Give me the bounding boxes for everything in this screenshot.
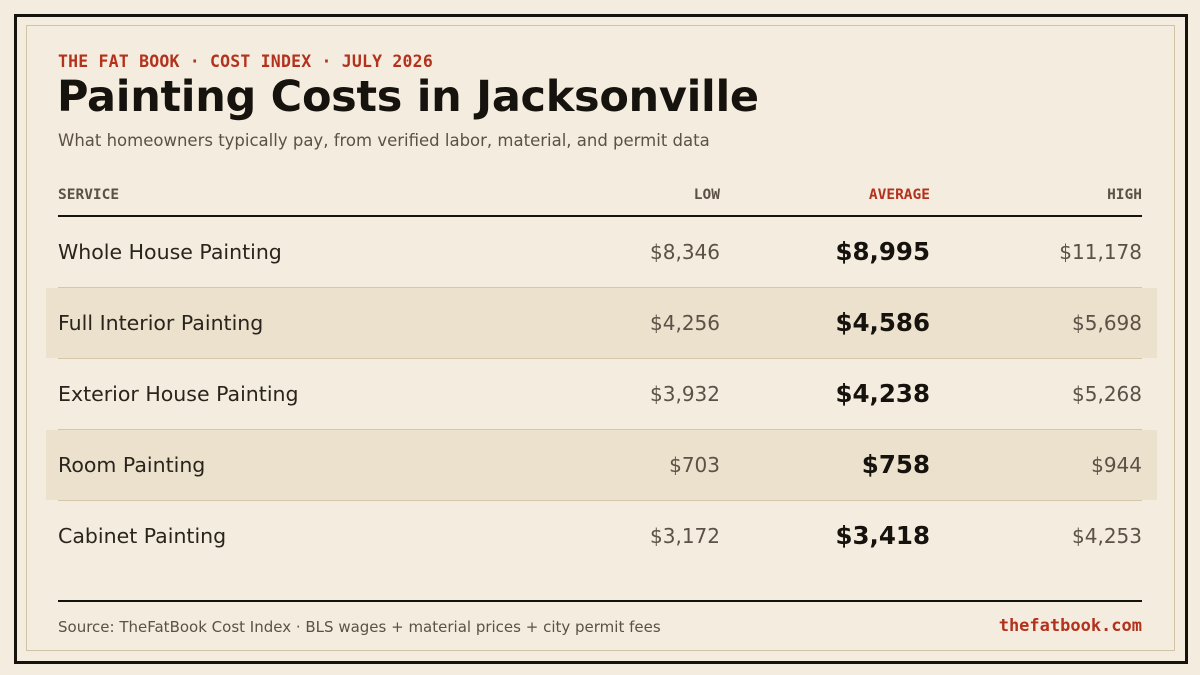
column-header-average: AVERAGE	[868, 187, 930, 203]
table-header: SERVICE LOW AVERAGE HIGH	[58, 184, 1142, 217]
average-price: $8,995	[835, 237, 930, 266]
page-title: Painting Costs in Jacksonville	[57, 72, 759, 122]
column-header-high: HIGH	[1107, 187, 1142, 203]
high-price: $5,698	[1072, 311, 1142, 335]
service-name: Full Interior Painting	[58, 311, 264, 335]
high-price: $944	[1091, 453, 1142, 477]
outer-frame	[14, 14, 1188, 664]
inner-frame	[26, 25, 1175, 651]
column-header-service: SERVICE	[58, 187, 120, 203]
column-header-low: LOW	[693, 187, 720, 203]
table-row: Room Painting $703 $758 $944	[46, 430, 1157, 501]
low-price: $3,932	[650, 382, 720, 406]
eyebrow-label: THE FAT BOOK · COST INDEX · JULY 2026	[58, 52, 433, 71]
service-name: Whole House Painting	[58, 240, 282, 264]
source-note: Source: TheFatBook Cost Index · BLS wage…	[58, 618, 661, 636]
high-price: $11,178	[1059, 240, 1142, 264]
table-row: Exterior House Painting $3,932 $4,238 $5…	[58, 359, 1142, 430]
low-price: $8,346	[650, 240, 720, 264]
average-price: $3,418	[835, 521, 930, 550]
service-name: Room Painting	[58, 453, 206, 477]
table-row: Cabinet Painting $3,172 $3,418 $4,253	[58, 501, 1142, 571]
table-row: Whole House Painting $8,346 $8,995 $11,1…	[58, 217, 1142, 288]
footer-divider	[58, 600, 1142, 602]
cost-table: SERVICE LOW AVERAGE HIGH Whole House Pai…	[46, 184, 1157, 571]
average-price: $4,238	[835, 379, 930, 408]
table-row: Full Interior Painting $4,256 $4,586 $5,…	[46, 288, 1157, 359]
low-price: $703	[669, 453, 720, 477]
average-price: $758	[861, 450, 930, 479]
service-name: Cabinet Painting	[58, 524, 227, 548]
low-price: $3,172	[650, 524, 720, 548]
page-subtitle: What homeowners typically pay, from veri…	[58, 131, 710, 150]
high-price: $5,268	[1072, 382, 1142, 406]
service-name: Exterior House Painting	[58, 382, 299, 406]
high-price: $4,253	[1072, 524, 1142, 548]
low-price: $4,256	[650, 311, 720, 335]
average-price: $4,586	[835, 308, 930, 337]
brand-link[interactable]: thefatbook.com	[998, 616, 1142, 636]
